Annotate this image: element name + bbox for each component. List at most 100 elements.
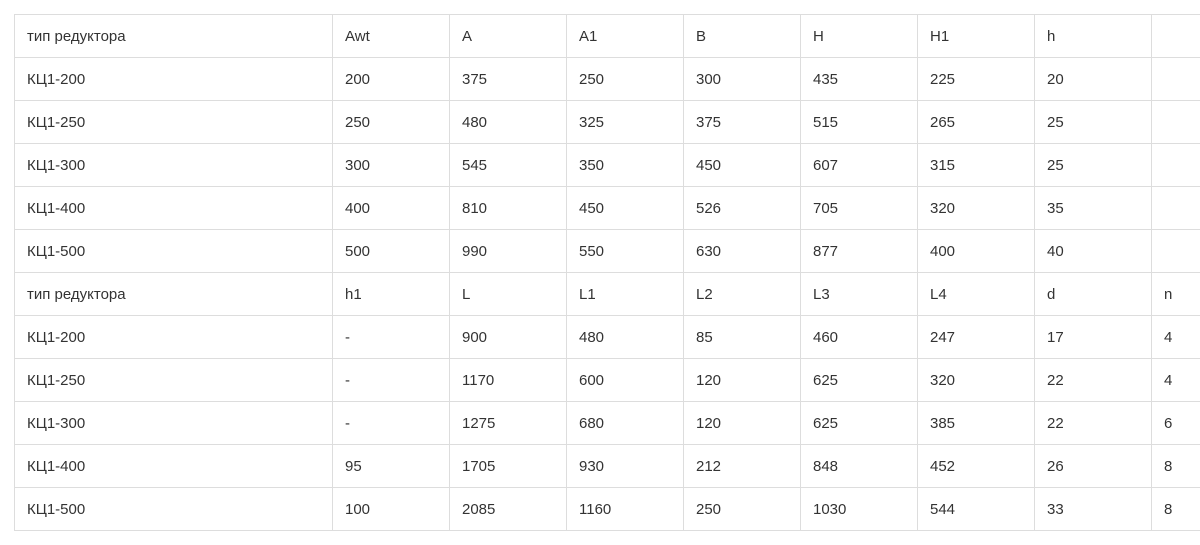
table-cell: КЦ1-400 <box>15 187 333 230</box>
column-header: n <box>1152 273 1200 316</box>
data-row-section1-0: КЦ1-20020037525030043522520 <box>15 58 1200 101</box>
table-cell: 545 <box>450 144 567 187</box>
data-row-section1-4: КЦ1-50050099055063087740040 <box>15 230 1200 273</box>
table-cell: 515 <box>801 101 918 144</box>
table-cell: 550 <box>567 230 684 273</box>
table-cell: 400 <box>333 187 450 230</box>
table-cell: 4 <box>1152 316 1200 359</box>
table-cell: 25 <box>1035 101 1152 144</box>
column-header: H <box>801 15 918 58</box>
header-row-2: тип редуктораh1LL1L2L3L4dn <box>15 273 1200 316</box>
table-cell <box>1152 230 1200 273</box>
column-header: L2 <box>684 273 801 316</box>
table-cell: 100 <box>333 488 450 531</box>
table-cell: 315 <box>918 144 1035 187</box>
table-cell: 6 <box>1152 402 1200 445</box>
column-header: h <box>1035 15 1152 58</box>
table-cell: 8 <box>1152 488 1200 531</box>
table-cell: КЦ1-200 <box>15 316 333 359</box>
table-cell: 607 <box>801 144 918 187</box>
table-cell: 480 <box>567 316 684 359</box>
table-cell <box>1152 144 1200 187</box>
reducer-dimensions-table: тип редуктораAwtAA1BHH1hКЦ1-200200375250… <box>14 14 1200 531</box>
table-cell: 1030 <box>801 488 918 531</box>
table-cell: 350 <box>567 144 684 187</box>
table-cell: 900 <box>450 316 567 359</box>
table-cell: 1705 <box>450 445 567 488</box>
table-cell: КЦ1-200 <box>15 58 333 101</box>
table-cell: 85 <box>684 316 801 359</box>
table-cell: 20 <box>1035 58 1152 101</box>
table-cell: 212 <box>684 445 801 488</box>
table-cell: 95 <box>333 445 450 488</box>
table-cell <box>1152 58 1200 101</box>
table-cell: 375 <box>450 58 567 101</box>
table-cell: КЦ1-500 <box>15 488 333 531</box>
table-cell: КЦ1-500 <box>15 230 333 273</box>
table-cell: 320 <box>918 359 1035 402</box>
table-cell: 1275 <box>450 402 567 445</box>
table-cell: 22 <box>1035 359 1152 402</box>
table-cell: 120 <box>684 359 801 402</box>
table-cell: КЦ1-250 <box>15 101 333 144</box>
table-cell: 250 <box>333 101 450 144</box>
table-cell: 480 <box>450 101 567 144</box>
table-cell: КЦ1-300 <box>15 402 333 445</box>
column-header: Awt <box>333 15 450 58</box>
table-cell: 460 <box>801 316 918 359</box>
data-row-section2-1: КЦ1-250-1170600120625320224 <box>15 359 1200 402</box>
table-cell: 300 <box>333 144 450 187</box>
data-row-section2-3: КЦ1-400951705930212848452268 <box>15 445 1200 488</box>
column-header: L1 <box>567 273 684 316</box>
table-cell: 4 <box>1152 359 1200 402</box>
table-cell: 435 <box>801 58 918 101</box>
data-row-section2-0: КЦ1-200-90048085460247174 <box>15 316 1200 359</box>
table-cell: 26 <box>1035 445 1152 488</box>
table-cell: 400 <box>918 230 1035 273</box>
table-cell: 300 <box>684 58 801 101</box>
data-row-section1-3: КЦ1-40040081045052670532035 <box>15 187 1200 230</box>
table-cell: КЦ1-250 <box>15 359 333 402</box>
column-header: L4 <box>918 273 1035 316</box>
column-header: B <box>684 15 801 58</box>
table-cell: 40 <box>1035 230 1152 273</box>
data-row-section2-2: КЦ1-300-1275680120625385226 <box>15 402 1200 445</box>
table-cell: 25 <box>1035 144 1152 187</box>
table-cell: 450 <box>567 187 684 230</box>
column-header: h1 <box>333 273 450 316</box>
table-cell: 630 <box>684 230 801 273</box>
table-cell: 8 <box>1152 445 1200 488</box>
table-cell: 1170 <box>450 359 567 402</box>
table-cell: 17 <box>1035 316 1152 359</box>
table-cell: 500 <box>333 230 450 273</box>
column-header: тип редуктора <box>15 15 333 58</box>
column-header: A1 <box>567 15 684 58</box>
table-cell: 22 <box>1035 402 1152 445</box>
table-cell: 250 <box>567 58 684 101</box>
column-header: d <box>1035 273 1152 316</box>
table-cell: 33 <box>1035 488 1152 531</box>
table-cell: 120 <box>684 402 801 445</box>
table-cell: 680 <box>567 402 684 445</box>
table-cell: 452 <box>918 445 1035 488</box>
table-cell: 600 <box>567 359 684 402</box>
table-cell: 320 <box>918 187 1035 230</box>
table-cell <box>1152 187 1200 230</box>
table-cell: 544 <box>918 488 1035 531</box>
table-cell: 930 <box>567 445 684 488</box>
table-cell: 526 <box>684 187 801 230</box>
data-row-section1-2: КЦ1-30030054535045060731525 <box>15 144 1200 187</box>
table-cell: 265 <box>918 101 1035 144</box>
table-cell: 225 <box>918 58 1035 101</box>
table-cell: 1160 <box>567 488 684 531</box>
table-cell: 200 <box>333 58 450 101</box>
table-cell: - <box>333 359 450 402</box>
table-cell: 35 <box>1035 187 1152 230</box>
table-cell: 877 <box>801 230 918 273</box>
table-cell: - <box>333 316 450 359</box>
table-cell: 450 <box>684 144 801 187</box>
table-cell: КЦ1-300 <box>15 144 333 187</box>
column-header: H1 <box>918 15 1035 58</box>
table-cell: 375 <box>684 101 801 144</box>
column-header: L <box>450 273 567 316</box>
